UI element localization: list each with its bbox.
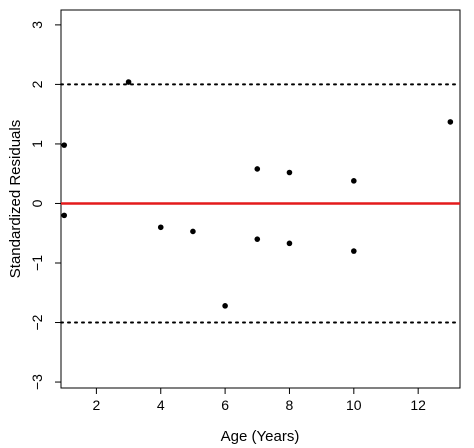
x-tick-label: 8 [286, 397, 294, 413]
reference-lines [60, 83, 461, 324]
x-axis: 2 4 6 8 10 12 [92, 388, 426, 413]
y-tick-label: 2 [29, 80, 45, 88]
data-point [254, 236, 261, 242]
plot-frame [60, 9, 461, 389]
data-point [286, 240, 293, 247]
x-tick-label: 10 [346, 397, 362, 413]
y-tick-label: 3 [29, 21, 45, 29]
data-point [286, 169, 293, 176]
data-points [61, 79, 454, 309]
x-tick-label: 2 [92, 397, 100, 413]
data-point [190, 228, 196, 235]
data-point [61, 212, 68, 219]
data-point [222, 303, 228, 309]
data-point [351, 178, 357, 184]
y-tick-label: −2 [29, 314, 45, 330]
x-axis-title: Age (Years) [221, 428, 300, 445]
data-point [254, 166, 261, 172]
y-tick-label: 1 [29, 140, 45, 148]
data-point [447, 119, 454, 125]
data-point [125, 79, 132, 85]
y-axis: −3 −2 −1 0 1 2 3 [29, 21, 61, 390]
data-point [157, 224, 164, 231]
x-tick-label: 6 [221, 397, 229, 413]
y-axis-title: Standardized Residuals [7, 120, 24, 278]
y-tick-label: 0 [29, 199, 45, 207]
x-tick-label: 4 [157, 397, 165, 413]
data-point [61, 142, 68, 148]
data-point [351, 248, 357, 254]
x-tick-label: 12 [410, 397, 426, 413]
y-tick-label: −3 [29, 374, 45, 390]
y-tick-label: −1 [29, 255, 45, 271]
